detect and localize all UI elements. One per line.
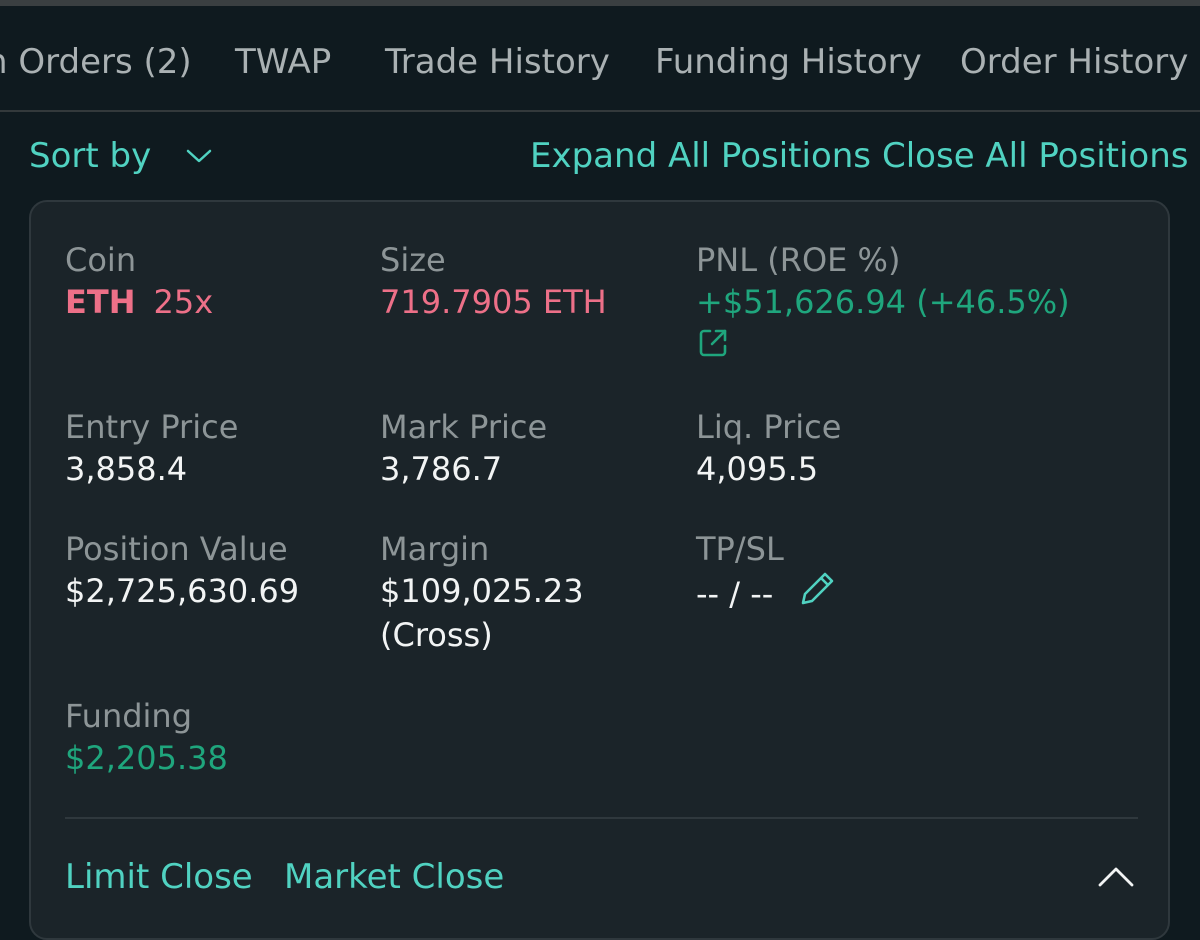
tab-open-orders[interactable]: n Orders (2) — [0, 42, 192, 82]
tab-trade-history[interactable]: Trade History — [385, 42, 610, 82]
position-value-value: $2,725,630.69 — [65, 572, 300, 610]
mark-price-field: Mark Price 3,786.7 — [380, 407, 547, 491]
card-divider — [65, 817, 1138, 819]
tpsl-row: -- / -- — [696, 569, 837, 618]
position-value-field: Position Value $2,725,630.69 — [65, 529, 299, 613]
expand-all-positions-button[interactable]: Expand All Positions — [530, 136, 872, 176]
size-value: 719.7905 ETH — [380, 283, 607, 321]
liq-price-value: 4,095.5 — [696, 450, 819, 488]
sort-by-dropdown[interactable]: Sort by — [29, 136, 213, 176]
market-close-button[interactable]: Market Close — [284, 857, 505, 897]
entry-price-field: Entry Price 3,858.4 — [65, 407, 238, 491]
size-label: Size — [380, 241, 446, 279]
tpsl-label: TP/SL — [696, 530, 784, 568]
tab-twap[interactable]: TWAP — [235, 42, 332, 82]
entry-price-label: Entry Price — [65, 408, 239, 446]
margin-value: $109,025.23 — [380, 572, 584, 610]
coin-label: Coin — [65, 241, 137, 279]
share-pnl-icon[interactable] — [696, 326, 730, 364]
pencil-icon[interactable] — [799, 569, 837, 618]
tab-funding-history[interactable]: Funding History — [655, 42, 922, 82]
margin-field: Margin $109,025.23 (Cross) — [380, 529, 584, 657]
size-field: Size 719.7905 ETH — [380, 240, 607, 324]
funding-field: Funding $2,205.38 — [65, 696, 228, 780]
pnl-label: PNL (ROE %) — [696, 241, 901, 279]
limit-close-button[interactable]: Limit Close — [65, 857, 253, 897]
top-border — [0, 0, 1200, 6]
liq-price-field: Liq. Price 4,095.5 — [696, 407, 841, 491]
chevron-up-icon[interactable] — [1097, 862, 1135, 890]
margin-mode: (Cross) — [380, 616, 493, 654]
coin-symbol: ETH — [65, 283, 136, 321]
tpsl-value: -- / -- — [696, 574, 774, 613]
coin-field: Coin ETH 25x — [65, 240, 213, 324]
tab-order-history[interactable]: Order History — [960, 42, 1189, 82]
leverage-badge: 25x — [153, 283, 214, 321]
pnl-value: +$51,626.94 (+46.5%) — [696, 283, 1070, 321]
mark-price-value: 3,786.7 — [380, 450, 503, 488]
mark-price-label: Mark Price — [380, 408, 548, 446]
entry-price-value: 3,858.4 — [65, 450, 188, 488]
funding-value: $2,205.38 — [65, 739, 228, 777]
position-card: Coin ETH 25x Size 719.7905 ETH PNL (ROE %… — [29, 200, 1170, 940]
tpsl-field: TP/SL -- / -- — [696, 529, 837, 618]
liq-price-label: Liq. Price — [696, 408, 842, 446]
chevron-down-icon — [186, 149, 212, 163]
margin-label: Margin — [380, 530, 490, 568]
position-value-label: Position Value — [65, 530, 288, 568]
sort-by-label: Sort by — [29, 136, 152, 176]
positions-toolbar: Sort by Expand All Positions Close All P… — [0, 112, 1200, 200]
coin-value: ETH 25x — [65, 280, 213, 324]
tab-bar: n Orders (2) TWAP Trade History Funding … — [0, 6, 1200, 112]
funding-label: Funding — [65, 697, 193, 735]
pnl-field: PNL (ROE %) +$51,626.94 (+46.5%) — [696, 240, 1070, 364]
close-all-positions-button[interactable]: Close All Positions — [882, 136, 1189, 176]
